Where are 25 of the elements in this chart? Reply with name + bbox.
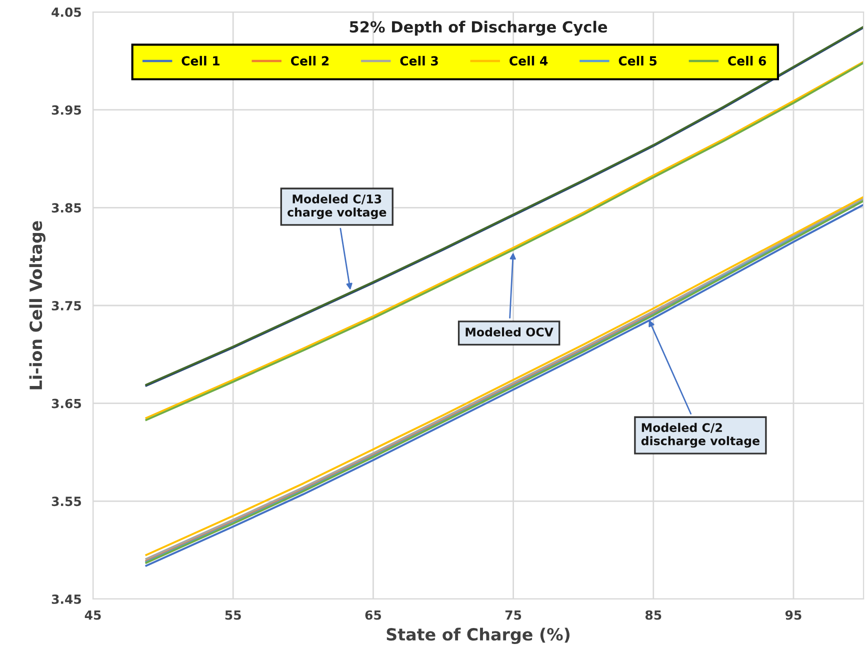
y-tick-label: 3.65 xyxy=(52,398,82,408)
legend-label: Cell 4 xyxy=(510,56,548,66)
x-tick-label: 95 xyxy=(785,610,802,620)
x-tick-label: 65 xyxy=(365,610,382,620)
legend-label: Cell 2 xyxy=(290,56,329,66)
y-tick-label: 3.95 xyxy=(52,105,82,115)
y-tick-label: 4.05 xyxy=(52,7,82,17)
y-tick-label: 3.55 xyxy=(52,496,82,506)
annotation: Modeled C/13 charge voltage xyxy=(288,194,386,220)
y-tick-label: 3.75 xyxy=(52,300,82,310)
x-tick-label: 45 xyxy=(84,610,101,620)
x-axis-title: State of Charge (%) xyxy=(386,628,570,644)
legend-label: Cell 3 xyxy=(400,56,438,66)
legend-label: Cell 6 xyxy=(728,56,766,66)
x-tick-label: 85 xyxy=(645,610,662,620)
legend-label: Cell 1 xyxy=(182,56,220,66)
x-tick-label: 75 xyxy=(505,610,522,620)
y-tick-label: 3.45 xyxy=(52,594,82,604)
y-tick-label: 3.85 xyxy=(52,203,82,213)
annotation: Modeled C/2 discharge voltage xyxy=(641,422,760,448)
annotation: Modeled OCV xyxy=(466,327,554,336)
legend-label: Cell 5 xyxy=(618,56,657,66)
y-axis-title: Li-ion Cell Voltage xyxy=(29,221,46,390)
x-tick-label: 55 xyxy=(225,610,241,620)
text: 52% Depth of Discharge Cycle xyxy=(350,20,608,36)
